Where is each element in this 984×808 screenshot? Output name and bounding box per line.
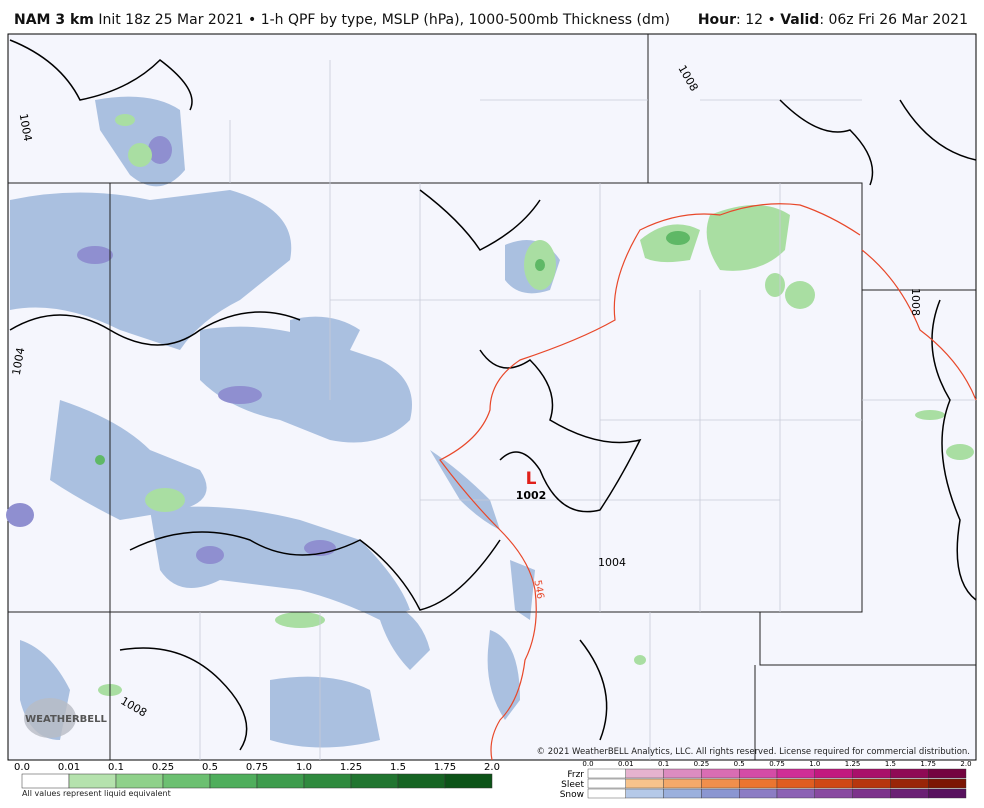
ptype-swatch [663, 778, 702, 789]
ptype-tick: 0.25 [694, 760, 710, 768]
ptype-label: Snow [560, 790, 584, 800]
legend-tick: 0.1 [108, 762, 124, 773]
ptype-swatch [890, 788, 929, 799]
legend-swatch [68, 773, 117, 789]
isobar-label: 1004 [10, 346, 28, 376]
ptype-tick: 1.75 [920, 760, 936, 768]
legend-swatch [350, 773, 399, 789]
legend-swatch [444, 773, 493, 789]
ptype-swatch [890, 778, 929, 789]
legend-tick: 1.5 [390, 762, 406, 773]
ptype-tick: 0.5 [734, 760, 745, 768]
legend-tick: 2.0 [484, 762, 500, 773]
legend-tick: 0.01 [58, 762, 80, 773]
low-pressure: 1002 [516, 489, 547, 502]
legend-tick: 1.75 [434, 762, 456, 773]
hour-label: Hour [697, 12, 737, 28]
legend-tick: 0.75 [246, 762, 268, 773]
ptype-tick: 0.0 [582, 760, 593, 768]
ptype-swatch [928, 788, 967, 799]
ptype-swatch [739, 788, 778, 799]
ptype-tick: 0.01 [618, 760, 634, 768]
valid-label: Valid [780, 12, 820, 28]
ptype-swatch [625, 788, 664, 799]
legend-swatch [162, 773, 211, 789]
ptype-swatch [814, 788, 853, 799]
legend-swatch [303, 773, 352, 789]
ptype-tick: 0.75 [769, 760, 785, 768]
thickness-546 [439, 203, 977, 761]
county-lines [199, 60, 976, 760]
isobar-label: 1008 [909, 288, 922, 316]
ptype-tick: 0.1 [658, 760, 669, 768]
precip-green [98, 114, 974, 696]
legend-tick: 0.0 [14, 762, 30, 773]
ptype-tick: 1.5 [885, 760, 896, 768]
ptype-swatch [587, 788, 626, 799]
hour-value: : 12 • [736, 12, 781, 28]
low-symbol: L [526, 469, 537, 489]
ptype-swatch [701, 778, 740, 789]
legend-swatch [209, 773, 258, 789]
model-name: NAM 3 km [14, 12, 94, 28]
legend-swatch [115, 773, 164, 789]
ptype-swatch [587, 768, 626, 779]
legend-swatch [397, 773, 446, 789]
ptype-swatch [701, 788, 740, 799]
logo: WEATHERBELL [24, 698, 107, 738]
valid-value: : 06z Fri 26 Mar 2021 [819, 12, 968, 28]
ptype-swatch [625, 768, 664, 779]
ptype-swatch [663, 788, 702, 799]
ptype-swatch [928, 768, 967, 779]
legend-tick: 0.25 [152, 762, 174, 773]
ptype-swatch [814, 778, 853, 789]
ptype-swatch [776, 788, 815, 799]
ptype-swatch [587, 778, 626, 789]
ptype-swatch [701, 768, 740, 779]
ptype-swatch [776, 768, 815, 779]
ptype-tick: 2.0 [960, 760, 971, 768]
ptype-tick: 1.0 [809, 760, 820, 768]
thickness-label: 546 [531, 579, 545, 600]
ptype-swatch [625, 778, 664, 789]
ptype-swatch [852, 768, 891, 779]
state-borders [8, 34, 976, 760]
description: Init 18z 25 Mar 2021 • 1-h QPF by type, … [98, 12, 670, 28]
ptype-swatch [928, 778, 967, 789]
isobar-label: 1004 [17, 112, 35, 142]
ptype-label: Frzr [567, 770, 584, 780]
ptype-swatch [852, 778, 891, 789]
ptype-tick: 1.25 [845, 760, 861, 768]
isobar-label: 1004 [598, 556, 626, 569]
rain-legend: 0.0 0.01 0.1 0.25 0.5 0.75 1.0 1.25 1.5 1.75 2.0 [14, 762, 500, 789]
ptype-swatch [776, 778, 815, 789]
precip-darkgreen [95, 231, 690, 465]
ptype-swatch [852, 788, 891, 799]
ptype-swatch [663, 768, 702, 779]
logo-text: WEATHERBELL [25, 714, 107, 725]
ptype-swatch [739, 768, 778, 779]
legend-tick: 1.25 [340, 762, 362, 773]
ptype-label: Sleet [561, 780, 584, 790]
ptype-swatch [814, 768, 853, 779]
legend-tick: 0.5 [202, 762, 218, 773]
legend-swatch [21, 773, 70, 789]
isobars [9, 39, 977, 751]
legend-swatch [256, 773, 305, 789]
ptype-swatch [890, 768, 929, 779]
legend-note: All values represent liquid equivalent [22, 789, 171, 798]
header-valid: Hour: 12 • Valid: 06z Fri 26 Mar 2021 [698, 12, 968, 28]
ptype-swatch [739, 778, 778, 789]
legend-tick: 1.0 [296, 762, 312, 773]
header-title: NAM 3 km Init 18z 25 Mar 2021 • 1-h QPF … [14, 12, 670, 28]
copyright: © 2021 WeatherBELL Analytics, LLC. All r… [537, 747, 970, 757]
